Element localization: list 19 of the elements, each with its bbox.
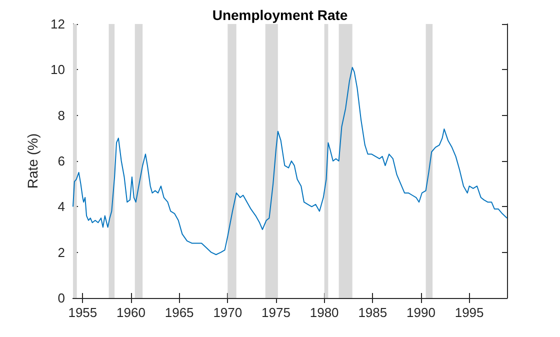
line-series bbox=[72, 66, 508, 256]
x-tick-label: 1975 bbox=[262, 305, 290, 320]
x-tick-label: 1970 bbox=[213, 305, 242, 320]
y-tick-label: 10 bbox=[50, 62, 65, 78]
x-tick-label: 1960 bbox=[116, 305, 146, 320]
y-tick-label: 12 bbox=[50, 16, 65, 32]
y-tick-label: 4 bbox=[58, 199, 65, 214]
x-tick-label: 1980 bbox=[310, 305, 339, 320]
x-tick-label: 1955 bbox=[68, 305, 98, 320]
y-tick-label: 2 bbox=[58, 244, 65, 260]
y-tick-label: 0 bbox=[58, 290, 65, 306]
x-tick-label: 1965 bbox=[164, 305, 194, 320]
x-tick-label: 1995 bbox=[454, 305, 484, 320]
x-tick-label: 1985 bbox=[358, 305, 388, 320]
chart-title: Unemployment Rate bbox=[212, 7, 348, 23]
x-tick-label: 1990 bbox=[406, 305, 436, 320]
y-axis-title: Rate (%) bbox=[24, 133, 41, 189]
y-tick-label: 6 bbox=[58, 154, 65, 168]
y-tick-label: 8 bbox=[58, 108, 65, 123]
